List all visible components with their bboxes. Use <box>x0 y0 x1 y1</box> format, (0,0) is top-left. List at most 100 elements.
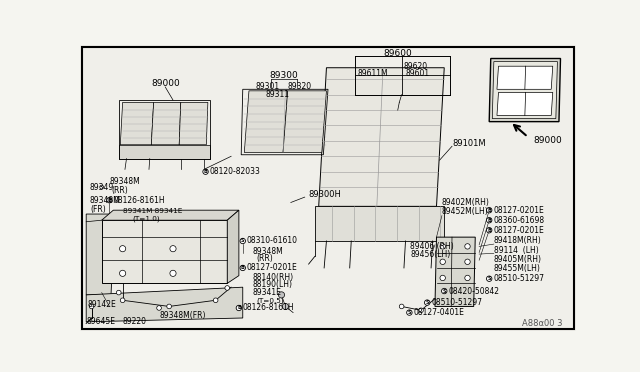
Circle shape <box>90 304 94 309</box>
Text: S: S <box>408 310 411 315</box>
Text: B: B <box>487 228 491 233</box>
Polygon shape <box>497 66 553 89</box>
Text: B: B <box>204 169 207 174</box>
Circle shape <box>465 244 470 249</box>
Polygon shape <box>102 210 239 220</box>
Circle shape <box>406 310 412 315</box>
Circle shape <box>120 246 125 252</box>
Text: 89600: 89600 <box>383 49 412 58</box>
Text: S: S <box>488 276 491 281</box>
Text: 89142E: 89142E <box>88 301 116 310</box>
Text: 89455M(LH): 89455M(LH) <box>494 264 541 273</box>
Text: 08127-0201E: 08127-0201E <box>246 263 298 272</box>
Polygon shape <box>319 68 444 206</box>
Text: 08126-8161H: 08126-8161H <box>243 304 294 312</box>
Text: 08127-0201E: 08127-0201E <box>493 206 544 215</box>
Text: 89452M(LH): 89452M(LH) <box>442 207 489 216</box>
Polygon shape <box>86 214 115 295</box>
Text: 89645E: 89645E <box>86 317 115 326</box>
Text: 89418M(RH): 89418M(RH) <box>494 237 541 246</box>
Text: S: S <box>241 238 244 244</box>
Text: 08360-61698: 08360-61698 <box>493 216 544 225</box>
Circle shape <box>278 292 285 298</box>
Text: (T=1.0): (T=1.0) <box>132 215 159 222</box>
Text: A88α00 3: A88α00 3 <box>522 319 563 328</box>
Text: 08127-0401E: 08127-0401E <box>413 308 464 317</box>
Text: B: B <box>241 266 244 270</box>
Text: 08310-61610: 08310-61610 <box>246 237 298 246</box>
Circle shape <box>440 259 445 264</box>
Circle shape <box>486 218 492 223</box>
Text: 89341E: 89341E <box>252 288 281 297</box>
Circle shape <box>465 259 470 264</box>
Text: 89301: 89301 <box>256 82 280 91</box>
Text: 89402M(RH): 89402M(RH) <box>442 198 490 207</box>
Text: 88190(LH): 88190(LH) <box>252 280 292 289</box>
Text: (RR): (RR) <box>257 254 273 263</box>
Text: 89101M: 89101M <box>452 139 486 148</box>
Text: 89405M(RH): 89405M(RH) <box>494 255 542 264</box>
Text: 89620: 89620 <box>403 62 428 71</box>
Circle shape <box>107 198 112 203</box>
Circle shape <box>465 275 470 280</box>
Text: 89348M: 89348M <box>252 247 283 256</box>
Text: 08127-0201E: 08127-0201E <box>493 226 544 235</box>
Circle shape <box>116 290 121 295</box>
Circle shape <box>282 303 289 310</box>
Polygon shape <box>120 102 154 145</box>
Text: 89300: 89300 <box>269 71 298 80</box>
Text: 89611M: 89611M <box>358 68 388 78</box>
Text: 89348M: 89348M <box>90 196 120 205</box>
Circle shape <box>399 304 404 309</box>
Circle shape <box>100 185 104 189</box>
Circle shape <box>170 246 176 252</box>
Circle shape <box>170 270 176 276</box>
Polygon shape <box>315 206 444 241</box>
Text: S: S <box>442 289 446 294</box>
Polygon shape <box>102 220 227 283</box>
Circle shape <box>157 306 161 310</box>
Text: B: B <box>487 208 491 213</box>
Circle shape <box>419 308 423 312</box>
Polygon shape <box>119 145 210 158</box>
Circle shape <box>442 288 447 294</box>
Text: 08510-51297: 08510-51297 <box>431 298 482 307</box>
Circle shape <box>120 270 125 276</box>
Circle shape <box>440 275 445 280</box>
Circle shape <box>120 298 125 302</box>
Text: (FR): (FR) <box>91 205 107 214</box>
Polygon shape <box>179 102 208 145</box>
Circle shape <box>486 208 492 213</box>
Text: 89601: 89601 <box>406 68 429 78</box>
Circle shape <box>486 276 492 281</box>
Polygon shape <box>489 58 561 122</box>
Circle shape <box>240 265 246 271</box>
Polygon shape <box>86 287 243 322</box>
Text: 89456(LH): 89456(LH) <box>410 250 451 259</box>
Text: 89000: 89000 <box>151 78 180 88</box>
Polygon shape <box>283 91 326 153</box>
Polygon shape <box>151 102 180 145</box>
Polygon shape <box>244 91 288 153</box>
Text: 89406 (RH): 89406 (RH) <box>410 242 454 251</box>
Text: 89300H: 89300H <box>308 190 342 199</box>
Text: (T=0.5): (T=0.5) <box>257 297 284 304</box>
Polygon shape <box>227 210 239 283</box>
Circle shape <box>236 305 241 311</box>
Text: (RR): (RR) <box>111 186 128 195</box>
Text: B: B <box>237 305 241 311</box>
Circle shape <box>440 244 445 249</box>
Text: S: S <box>426 300 429 305</box>
Polygon shape <box>497 92 553 115</box>
Circle shape <box>203 169 208 174</box>
Circle shape <box>213 298 218 302</box>
Circle shape <box>225 286 230 290</box>
Text: 89311: 89311 <box>266 90 290 99</box>
Text: 89220: 89220 <box>123 317 147 326</box>
Text: 89000: 89000 <box>533 137 562 145</box>
Circle shape <box>240 238 246 244</box>
Circle shape <box>167 304 172 309</box>
Text: 89348M(FR): 89348M(FR) <box>159 311 205 320</box>
Polygon shape <box>435 237 476 307</box>
Text: 08120-82033: 08120-82033 <box>209 167 260 176</box>
